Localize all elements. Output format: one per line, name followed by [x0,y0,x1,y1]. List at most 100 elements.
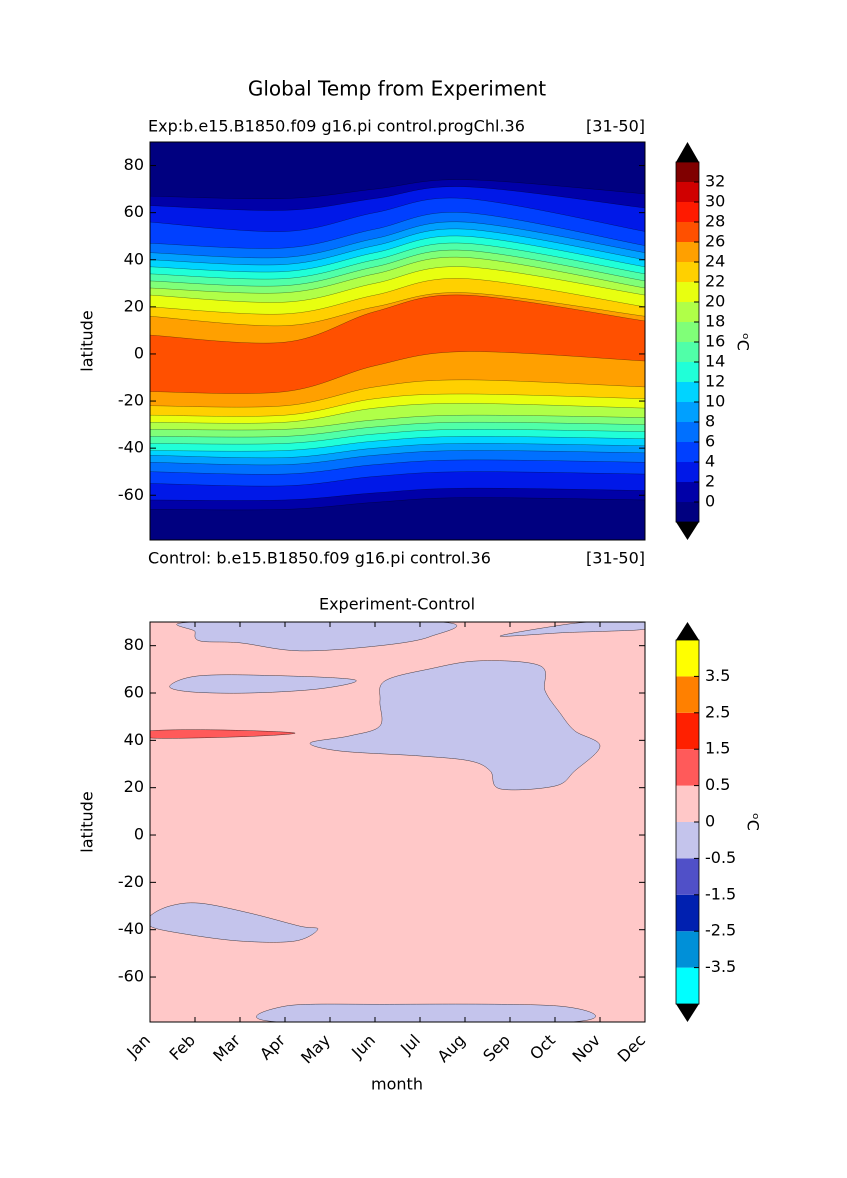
panel-title: Experiment-Control [319,595,475,614]
y-tick-label: -60 [118,485,144,504]
colorbar-tick-label: 3.5 [705,666,730,685]
contour-region [256,1003,596,1022]
contour-region [309,660,601,791]
x-tick-label: Aug [433,1031,469,1067]
y-tick-label: 0 [134,343,144,362]
subtitle-right: [31-50] [586,117,645,136]
colorbar-tick-label: -0.5 [705,848,736,867]
colorbar-tick-label: -3.5 [705,957,736,976]
colorbar-band [676,502,699,522]
footer-left: Control: b.e15.B1850.f09 g16.pi control.… [148,549,491,568]
axes-frame [149,621,646,1023]
colorbar-band [676,242,699,262]
colorbar-tick-label: 20 [705,292,725,311]
x-tick-label: Oct [526,1031,559,1064]
colorbar-band [676,182,699,202]
colorbar-extend [676,142,699,162]
colorbar-tick-label: 22 [705,272,725,291]
colorbar-tick-label: 26 [705,232,725,251]
colorbar-tick-label: 0 [705,492,715,511]
colorbar-tick-label: 14 [705,352,725,371]
y-tick-label: 40 [124,249,144,268]
colorbar-band [676,931,699,968]
colorbar-band [676,402,699,422]
colorbar-label: ᵒC [734,333,753,351]
colorbar-tick-label: 6 [705,432,715,451]
colorbar-tick-label: 2 [705,472,715,491]
plot-area [150,622,645,1022]
colorbar-tick-label: 8 [705,412,715,431]
y-tick-label: 80 [124,155,144,174]
colorbar-band [676,362,699,382]
y-axis-label: latitude [78,791,97,852]
contour-region [150,729,296,739]
colorbar-tick-label: 32 [705,172,725,191]
colorbar-tick-label: 28 [705,212,725,231]
colorbar-tick-label: 16 [705,332,725,351]
x-axis-label: month [371,1075,423,1094]
colorbar-extend [676,1004,699,1022]
colorbar-extend [676,622,699,640]
contour-band [150,294,645,394]
colorbar-band [676,222,699,242]
y-tick-label: 20 [124,296,144,315]
colorbar-tick-label: 4 [705,452,715,471]
x-tick-label: Sep [479,1031,514,1066]
colorbar-band [676,422,699,442]
contour-region [176,622,458,652]
x-tick-label: Jan [122,1031,154,1063]
colorbar-tick-label: 24 [705,252,725,271]
colorbar-band [676,322,699,342]
colorbar-band [676,162,699,182]
y-tick-label: -40 [118,919,144,938]
colorbar-band [676,282,699,302]
y-tick-label: -60 [118,967,144,986]
colorbar-tick-label: -2.5 [705,921,736,940]
colorbar-label: ᵒC [744,813,763,831]
colorbar-band [676,676,699,713]
y-axis-label: latitude [78,310,97,371]
colorbar-band [676,822,699,859]
colorbar-tick-label: 2.5 [705,702,730,721]
colorbar-band [676,640,699,677]
colorbar-band [676,749,699,786]
y-tick-label: 80 [124,635,144,654]
y-tick-label: 60 [124,683,144,702]
colorbar-tick-label: 0 [705,812,715,831]
colorbar-band [676,382,699,402]
x-tick-label: Dec [614,1031,649,1066]
y-tick-label: -20 [118,391,144,410]
x-tick-label: Nov [568,1031,604,1067]
colorbar-band [676,462,699,482]
x-tick-label: May [297,1031,334,1068]
colorbar-band [676,858,699,895]
colorbar-tick-label: 18 [705,312,725,331]
x-tick-label: Jun [347,1031,379,1063]
colorbar-tick-label: 1.5 [705,739,730,758]
colorbar-band [676,342,699,362]
colorbar-band [676,202,699,222]
x-tick-label: Feb [166,1031,199,1064]
colorbar-band [676,482,699,502]
y-tick-label: -40 [118,438,144,457]
contour-region [169,674,357,694]
y-tick-label: 40 [124,730,144,749]
colorbar-band [676,302,699,322]
axes-frame [149,141,646,541]
y-tick-label: 60 [124,202,144,221]
colorbar-band [676,967,699,1004]
colorbar-tick-label: -1.5 [705,884,736,903]
footer-right: [31-50] [586,549,645,568]
x-tick-label: Jul [396,1031,424,1059]
plot-area [150,142,645,540]
y-tick-label: -20 [118,872,144,891]
contour-region [150,902,319,943]
colorbar-extend [676,522,699,540]
figure-title: Global Temp from Experiment [248,77,546,101]
y-tick-label: 20 [124,777,144,796]
colorbar-band [676,894,699,932]
colorbar-tick-label: 0.5 [705,775,730,794]
colorbar-tick-label: 30 [705,192,725,211]
subtitle-left: Exp:b.e15.B1850.f09 g16.pi control.progC… [148,117,525,136]
